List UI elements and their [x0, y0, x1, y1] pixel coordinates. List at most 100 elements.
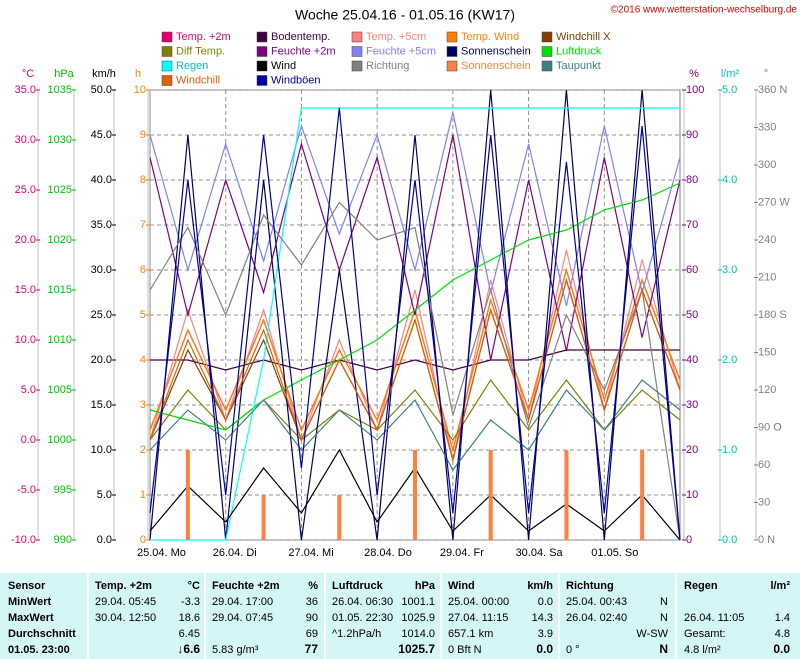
table-cell: 36: [306, 596, 318, 608]
y-tick-label: 120: [758, 384, 776, 396]
table-cell: °C: [188, 580, 200, 592]
y-tick-label: 990: [54, 534, 72, 546]
legend-label: Bodentemp.: [271, 31, 330, 43]
legend-label: Richtung: [366, 60, 409, 72]
y-tick-label: 995: [54, 484, 72, 496]
table-cell: 0.0: [536, 642, 553, 656]
y-tick-label: 330: [758, 121, 776, 133]
axis-unit: %: [689, 68, 699, 80]
y-tick-label: 15.0: [91, 399, 112, 411]
y-tick-label: 35.0: [91, 219, 112, 231]
axis-unit: l/m²: [721, 68, 740, 80]
y-tick-label: 45.0: [91, 129, 112, 141]
y-tick-label: -10.0: [11, 534, 36, 546]
table-cell: 6.45: [179, 628, 200, 640]
legend-swatch: [256, 75, 268, 86]
bar: [337, 495, 342, 540]
table-cell: 1025.7: [398, 642, 435, 656]
legend-label: Temp. +5cm: [366, 31, 426, 43]
y-tick-label: 10: [134, 84, 146, 96]
y-tick-label: 5.0: [21, 384, 36, 396]
y-tick-label: 90 O: [758, 421, 782, 433]
y-tick-label: 90: [686, 129, 698, 141]
y-tick-label: 40.0: [91, 174, 112, 186]
table-cell: 5.83 g/m³: [212, 644, 259, 656]
y-tick-label: 1025: [48, 184, 72, 196]
legend-label: Temp. Wind: [461, 31, 519, 43]
y-tick-label: 100: [686, 84, 704, 96]
legend-swatch: [446, 60, 458, 72]
legend-label: Feuchte +5cm: [366, 45, 436, 57]
table-cell: Luftdruck: [332, 580, 384, 592]
x-tick-label: 26.04. Di: [213, 547, 257, 559]
y-tick-label: 150: [758, 346, 776, 358]
legend-swatch: [541, 46, 553, 57]
x-tick-label: 27.04. Mi: [288, 547, 333, 559]
y-tick-label: 0: [140, 534, 146, 546]
legend-swatch: [446, 31, 458, 43]
y-tick-label: 300: [758, 159, 776, 171]
y-tick-label: 360 N: [758, 84, 787, 96]
y-tick-label: 30.0: [15, 134, 36, 146]
y-tick-label: 270 W: [758, 196, 790, 208]
series-line: [150, 349, 680, 371]
table-cell: Sensor: [8, 580, 46, 592]
y-tick-label: 60: [758, 459, 770, 471]
axis-unit: hPa: [54, 68, 74, 80]
table-cell: ^1.2hPa/h: [332, 628, 381, 640]
legend-swatch: [161, 46, 173, 57]
y-tick-label: 0.0: [722, 534, 737, 546]
table-cell: 657.1 km: [448, 628, 493, 640]
series-line: [149, 134, 681, 361]
y-tick-label: 80: [686, 174, 698, 186]
table-cell: 14.3: [532, 612, 553, 624]
table-cell: 26.04. 06:30: [332, 596, 393, 608]
table-cell: Richtung: [566, 580, 614, 592]
y-tick-label: 20.0: [91, 354, 112, 366]
table-cell: 4.8: [775, 628, 790, 640]
y-tick-label: 15.0: [15, 284, 36, 296]
y-tick-label: 0.0: [97, 534, 112, 546]
table-cell: Temp. +2m: [95, 580, 152, 592]
table-cell: 25.04. 00:43: [566, 596, 627, 608]
legend-label: Temp. +2m: [176, 31, 231, 43]
copyright: ©2016 www.wetterstation-wechselburg.de: [611, 5, 798, 16]
y-tick-label: 1: [140, 489, 146, 501]
table-cell: km/h: [527, 580, 553, 592]
y-tick-label: 20.0: [15, 234, 36, 246]
data-table: Sensor Temp. +2m °C Feuchte +2m% Luftdruck hP…: [8, 573, 790, 659]
table-cell: 26.04. 11:05: [684, 612, 744, 624]
table-cell: N: [660, 612, 668, 624]
table-cell: 30.04. 12:50: [95, 612, 156, 624]
legend-swatch: [161, 75, 173, 86]
y-tick-label: 60: [686, 264, 698, 276]
y-tick-label: 6: [140, 264, 146, 276]
y-tick-label: 0.0: [21, 434, 36, 446]
legend-label: Sonnenschein: [461, 45, 531, 57]
series-line: [149, 379, 681, 472]
legend-swatch: [541, 31, 553, 43]
x-tick-label: 01.05. So: [591, 547, 638, 559]
axis-unit: km/h: [92, 68, 116, 80]
table-cell: 29.04. 07:45: [212, 612, 273, 624]
y-tick-label: -5.0: [17, 484, 36, 496]
table-cell: 0 Bft N: [448, 644, 482, 656]
bar: [413, 450, 417, 540]
table-cell: -3.3: [181, 596, 200, 608]
legend-swatch: [351, 31, 363, 43]
table-cell: Feuchte +2m: [212, 580, 280, 592]
legend-swatch: [351, 60, 363, 72]
y-tick-label: 3.0: [722, 264, 737, 276]
table-cell: 1001.1: [401, 596, 435, 608]
y-tick-label: 40: [686, 354, 698, 366]
y-tick-label: 1030: [48, 134, 72, 146]
table-cell: 27.04. 11:15: [448, 612, 508, 624]
legend-swatch: [161, 60, 173, 72]
y-tick-label: 8: [140, 174, 146, 186]
legend-swatch: [256, 60, 268, 72]
legend-swatch: [256, 31, 268, 43]
table-cell: 29.04. 05:45: [95, 596, 156, 608]
table-cell: Regen: [684, 580, 718, 592]
y-tick-label: 10: [686, 489, 698, 501]
y-tick-label: 10.0: [91, 444, 112, 456]
